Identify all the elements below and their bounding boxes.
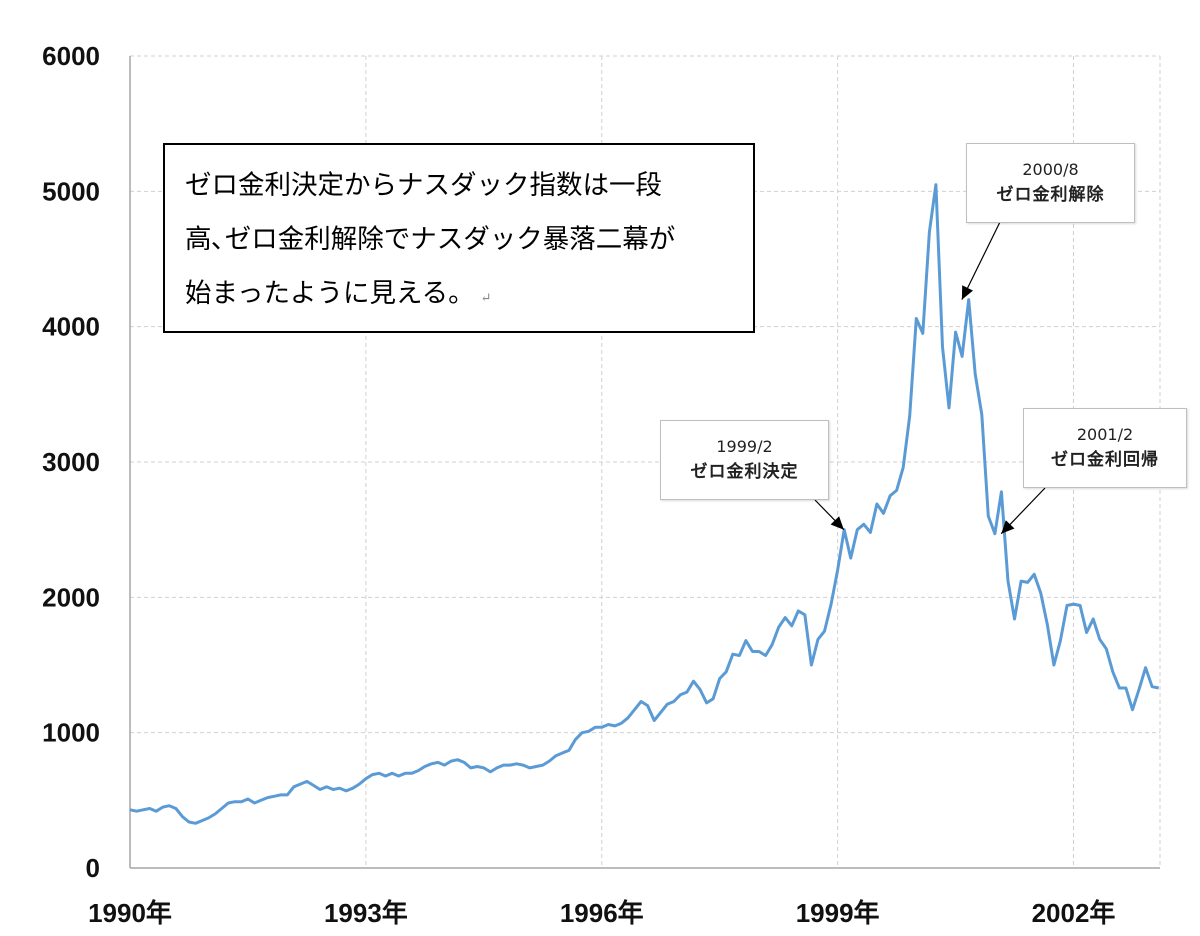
y-tick-labels: 0 1000 2000 3000 4000 5000 6000 <box>42 41 100 883</box>
callout-date: 2001/2 <box>1076 425 1134 444</box>
note-line-1: ゼロ金利決定からナスダック指数は一段 <box>185 170 662 201</box>
x-tick-label: 1996年 <box>560 898 644 928</box>
commentary-note: ゼロ金利決定からナスダック指数は一段 高､ゼロ金利解除でナスダック暴落二幕が 始… <box>163 143 755 333</box>
return-mark-icon: ↵ <box>480 291 492 306</box>
callout-event: ゼロ金利解除 <box>996 185 1105 205</box>
y-tick-label: 0 <box>86 853 100 883</box>
annotation-arrow-line <box>961 221 1001 300</box>
series-line <box>129 183 1159 825</box>
x-tick-label: 1993年 <box>324 898 408 928</box>
x-tick-labels: 1990年 1993年 1996年 1999年 2002年 <box>88 898 1115 928</box>
y-tick-label: 6000 <box>42 41 100 71</box>
arrowhead-icon <box>961 285 973 300</box>
arrowhead-icon <box>1001 520 1015 534</box>
y-tick-label: 4000 <box>42 312 100 342</box>
x-tick-label: 2002年 <box>1032 898 1116 928</box>
arrowhead-icon <box>830 516 844 530</box>
callout-event: ゼロ金利回帰 <box>1051 450 1159 470</box>
callout-date: 2000/8 <box>1022 160 1079 179</box>
y-tick-label: 3000 <box>42 447 100 477</box>
callout-zero-rate-return: 2001/2 ゼロ金利回帰 <box>1023 408 1187 488</box>
x-tick-label: 1990年 <box>88 898 172 928</box>
note-line-2: 高､ゼロ金利解除でナスダック暴落二幕が <box>185 224 676 255</box>
y-tick-label: 5000 <box>42 176 100 206</box>
annotation-arrows <box>814 221 1046 535</box>
note-line-3: 始まったように見える。 ↵ <box>185 267 737 321</box>
axes <box>129 56 1160 869</box>
series-layer <box>129 183 1159 825</box>
note-line-3-text: 始まったように見える。 <box>185 278 475 309</box>
y-tick-label: 2000 <box>42 582 100 612</box>
callout-event: ゼロ金利決定 <box>690 462 799 482</box>
callout-date: 1999/2 <box>716 437 773 456</box>
y-tick-label: 1000 <box>42 718 100 748</box>
callout-zero-rate-removal: 2000/8 ゼロ金利解除 <box>966 143 1135 223</box>
callout-zero-rate-decision: 1999/2 ゼロ金利決定 <box>660 420 829 500</box>
x-tick-label: 1999年 <box>796 898 880 928</box>
